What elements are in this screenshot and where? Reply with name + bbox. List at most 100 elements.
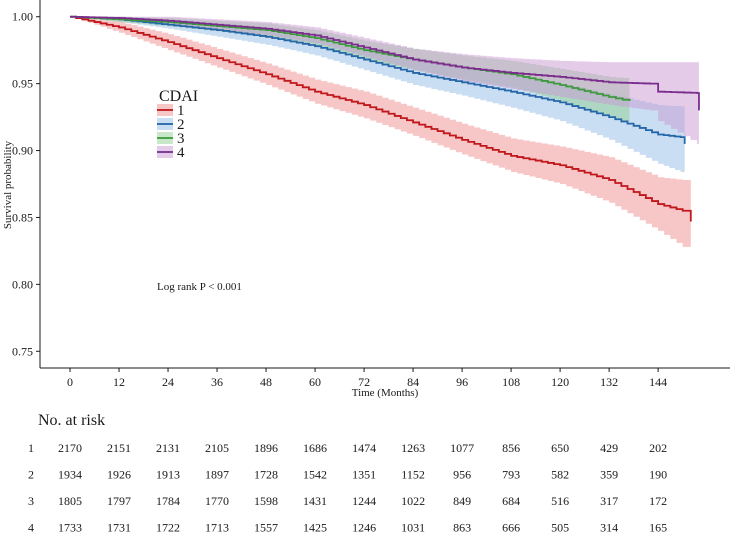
y-tick-label-0: 0.75	[12, 344, 33, 358]
risk-row-2: 2 1934 1926 1913 1897 1728 1542 1351 1152 956 793 5…	[28, 468, 667, 482]
legend-item-3: 3	[157, 131, 185, 147]
y-tick-label-5: 1.00	[12, 10, 33, 24]
risk-count: 2131	[156, 441, 180, 455]
risk-count: 317	[600, 494, 618, 508]
x-tick-label-7: 84	[407, 375, 419, 389]
x-tick-label-5: 60	[309, 375, 321, 389]
x-axis-ticks: 0 12 24 36 48 60 72 84 96 108 120 132 144	[67, 368, 667, 389]
risk-count: 516	[551, 494, 569, 508]
risk-count: 202	[649, 441, 667, 455]
risk-count: 1913	[156, 468, 180, 482]
y-axis-ticks: 0.75 0.80 0.85 0.90 0.95 1.00	[12, 10, 40, 358]
x-tick-label-0: 0	[67, 375, 73, 389]
risk-count: 1022	[401, 494, 425, 508]
risk-count: 582	[551, 468, 569, 482]
risk-row-label: 3	[28, 494, 34, 508]
risk-count: 1425	[303, 521, 327, 533]
x-tick-label-10: 120	[551, 375, 569, 389]
risk-count: 793	[502, 468, 520, 482]
risk-count: 165	[649, 521, 667, 533]
x-tick-label-6: 72	[358, 375, 370, 389]
risk-count: 1797	[107, 494, 131, 508]
risk-count: 1926	[107, 468, 131, 482]
risk-count: 1897	[205, 468, 229, 482]
x-tick-label-2: 24	[162, 375, 174, 389]
risk-count: 856	[502, 441, 520, 455]
risk-count: 666	[502, 521, 520, 533]
risk-count: 1722	[156, 521, 180, 533]
risk-count: 1934	[58, 468, 82, 482]
risk-count: 1557	[254, 521, 278, 533]
risk-count: 190	[649, 468, 667, 482]
legend-label-4: 4	[177, 145, 185, 161]
x-tick-label-11: 132	[600, 375, 618, 389]
risk-count: 1784	[156, 494, 180, 508]
x-tick-label-3: 36	[211, 375, 223, 389]
risk-count: 684	[502, 494, 520, 508]
legend: CDAI 1 2 3 4	[157, 88, 198, 161]
survival-curve-1	[70, 15, 692, 222]
y-tick-label-1: 0.80	[12, 277, 33, 291]
x-tick-label-12: 144	[649, 375, 667, 389]
risk-count: 1263	[401, 441, 425, 455]
risk-count: 2151	[107, 441, 131, 455]
risk-count: 2170	[58, 441, 82, 455]
risk-count: 1246	[352, 521, 376, 533]
y-tick-label-2: 0.85	[12, 210, 33, 224]
legend-title: CDAI	[159, 88, 198, 105]
risk-count: 863	[453, 521, 471, 533]
risk-row-label: 1	[28, 441, 34, 455]
risk-count: 1713	[205, 521, 229, 533]
risk-row-3: 3 1805 1797 1784 1770 1598 1431 1244 1022 849 684 5…	[28, 494, 667, 508]
legend-item-1: 1	[157, 103, 185, 119]
risk-count: 1598	[254, 494, 278, 508]
risk-count: 1474	[352, 441, 376, 455]
y-tick-label-3: 0.90	[12, 144, 33, 158]
risk-count: 359	[600, 468, 618, 482]
risk-count: 1731	[107, 521, 131, 533]
y-axis-title: Survival probability	[2, 140, 14, 229]
risk-count: 429	[600, 441, 618, 455]
risk-count: 650	[551, 441, 569, 455]
risk-count: 1728	[254, 468, 278, 482]
legend-item-4: 4	[157, 145, 185, 161]
x-tick-label-9: 108	[502, 375, 520, 389]
risk-count: 849	[453, 494, 471, 508]
risk-row-label: 2	[28, 468, 34, 482]
survival-curves	[70, 15, 700, 222]
risk-row-label: 4	[28, 521, 34, 533]
risk-count: 1542	[303, 468, 327, 482]
risk-count: 1770	[205, 494, 229, 508]
survival-curve-2	[70, 15, 686, 144]
legend-label-3: 3	[177, 131, 185, 147]
x-tick-label-4: 48	[260, 375, 272, 389]
risk-count: 1431	[303, 494, 327, 508]
risk-count: 172	[649, 494, 667, 508]
legend-label-2: 2	[177, 117, 185, 133]
survival-curve-3	[70, 15, 631, 102]
legend-item-2: 2	[157, 117, 185, 133]
risk-count: 1805	[58, 494, 82, 508]
risk-row-4: 4 1733 1731 1722 1713 1557 1425 1246 1031 863 666 5…	[28, 521, 667, 533]
log-rank-annotation: Log rank P < 0.001	[157, 281, 242, 293]
risk-table-title: No. at risk	[38, 412, 105, 429]
risk-row-1: 1 2170 2151 2131 2105 1896 1686 1474 1263 1077 856…	[28, 441, 667, 455]
risk-count: 1031	[401, 521, 425, 533]
risk-count: 2105	[205, 441, 229, 455]
risk-count: 1686	[303, 441, 327, 455]
y-tick-label-4: 0.95	[12, 77, 33, 91]
risk-count: 1733	[58, 521, 82, 533]
risk-count: 505	[551, 521, 569, 533]
risk-count: 314	[600, 521, 618, 533]
risk-count: 1244	[352, 494, 376, 508]
risk-count: 956	[453, 468, 471, 482]
legend-label-1: 1	[177, 103, 185, 119]
risk-table: No. at risk 1 2170 2151 2131 2105 1896 1686 147…	[28, 412, 667, 533]
x-axis-title: Time (Months)	[352, 387, 419, 399]
risk-count: 1077	[450, 441, 474, 455]
risk-count: 1152	[401, 468, 425, 482]
x-tick-label-1: 12	[113, 375, 125, 389]
risk-count: 1351	[352, 468, 376, 482]
survival-curve-4	[70, 15, 700, 111]
